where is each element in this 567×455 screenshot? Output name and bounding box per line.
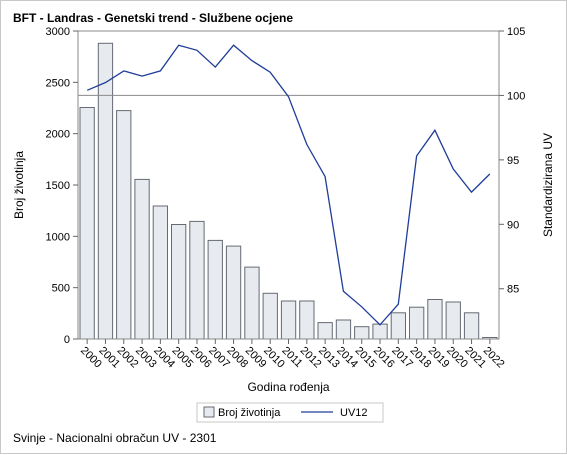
y-tick-label-3000: 3000: [46, 26, 70, 38]
y2-tick-label-85: 85: [507, 284, 519, 296]
y-tick-label-2500: 2500: [46, 77, 70, 89]
bar-2007: [207, 239, 223, 340]
y2-tick-label-100: 100: [507, 90, 525, 102]
y-tick-label-1000: 1000: [46, 231, 70, 243]
chart-title: BFT - Landras - Genetski trend - Služben…: [13, 11, 293, 25]
legend-bar-label: Broj životinja: [218, 407, 281, 419]
y2-axis-label: Standardizirana UV: [541, 133, 555, 237]
bar-2004: [152, 205, 168, 340]
uv12-line: [86, 44, 491, 326]
y-tick-label-1500: 1500: [46, 180, 70, 192]
bar-2013: [317, 322, 333, 340]
y-tick-label-0: 0: [64, 334, 70, 346]
bar-2019: [427, 299, 443, 340]
x-axis: 2000200120022003200420052006200720082009…: [78, 339, 507, 370]
legend-line-label: UV12: [340, 407, 368, 419]
bar-2016: [372, 323, 388, 340]
bar-group: [79, 42, 498, 340]
bar-2014: [335, 319, 352, 340]
bar-2018: [409, 306, 425, 340]
bar-2000: [79, 107, 95, 340]
bar-2010: [262, 292, 278, 340]
bar-2012: [299, 300, 315, 340]
y-tick-label-500: 500: [52, 283, 70, 295]
bar-2008: [225, 245, 242, 340]
bar-2017: [390, 312, 407, 340]
y-axis-label: Broj životinja: [12, 151, 26, 219]
bar-2009: [244, 266, 260, 340]
left-axis: 0 500 1000 1500 2000 2500 3000: [46, 26, 78, 346]
legend-bar-swatch: [203, 406, 215, 418]
footnote: Svinje - Nacionalni obračun UV - 2301: [13, 431, 217, 445]
bar-2021: [463, 312, 480, 340]
y-tick-label-2000: 2000: [46, 129, 70, 141]
y2-tick-label-95: 95: [507, 155, 519, 167]
bar-2015: [354, 326, 370, 340]
y2-tick-label-105: 105: [507, 26, 525, 38]
bar-2002: [116, 110, 132, 340]
bar-2006: [189, 220, 205, 340]
right-axis: 85 90 95 100 105: [499, 26, 525, 296]
y2-tick-label-90: 90: [507, 219, 519, 231]
bar-2003: [134, 178, 150, 340]
bar-2001: [97, 42, 114, 340]
x-axis-label: Godina rođenja: [247, 380, 329, 394]
legend: [196, 402, 384, 423]
bar-2020: [445, 301, 461, 340]
bar-2005: [171, 224, 187, 340]
bar-2011: [280, 300, 297, 340]
